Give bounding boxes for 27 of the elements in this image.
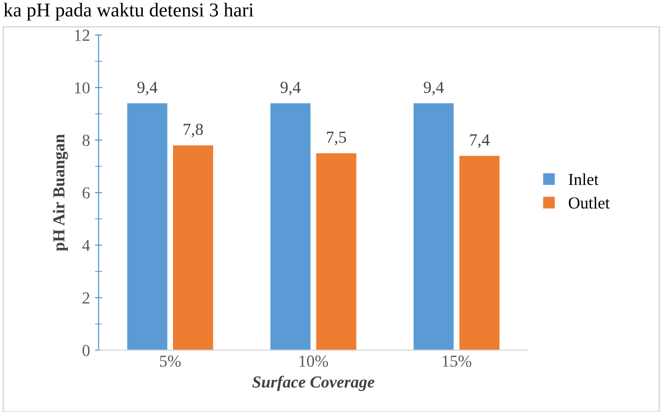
bar [316, 153, 356, 350]
data-label: 9,4 [424, 82, 444, 96]
data-label: 9,4 [280, 82, 301, 96]
legend-label: Inlet [568, 173, 599, 186]
bar [270, 103, 310, 350]
y-tick-label: 2 [82, 292, 90, 304]
y-tick-label: 0 [82, 344, 90, 356]
y-tick-label: 12 [75, 30, 90, 41]
chart-title: ka pH pada waktu detensi 3 hari [4, 2, 254, 21]
x-tick-label: 15% [442, 356, 472, 367]
legend-label: Outlet [568, 196, 610, 209]
x-tick-label: 10% [300, 356, 328, 367]
data-label: 7,5 [326, 132, 346, 146]
y-tick-label: 6 [82, 187, 90, 199]
data-label: 9,4 [137, 82, 158, 96]
bar [459, 156, 500, 350]
y-tick-label: 10 [75, 82, 90, 94]
y-tick-label: 8 [82, 134, 90, 146]
data-label: 7,8 [184, 124, 203, 138]
data-label: 7,4 [470, 134, 490, 148]
bar [127, 103, 168, 350]
bar [414, 103, 454, 350]
x-tick-label: 5% [160, 356, 181, 367]
bar [173, 145, 214, 350]
y-axis-title: pH Air Buangan [52, 134, 68, 252]
x-axis-title: Surface Coverage [252, 376, 374, 392]
y-tick-label: 4 [82, 240, 90, 251]
